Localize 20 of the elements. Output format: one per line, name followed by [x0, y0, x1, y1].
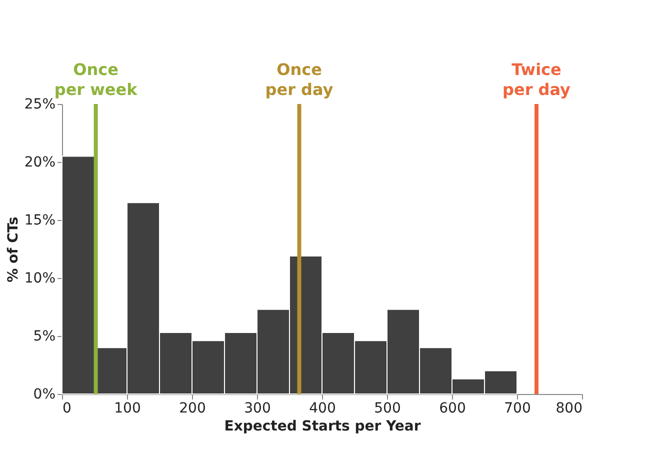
ref-line-label: Once per week — [54, 60, 138, 99]
ref-line-label: Twice per day — [502, 60, 572, 99]
ref-line-label: Once per day — [265, 60, 334, 99]
x-tick-label: 500 — [374, 400, 401, 416]
x-tick-label: 100 — [114, 400, 141, 416]
y-axis-title: % of CTs — [5, 216, 22, 282]
x-tick-label: 300 — [244, 400, 271, 416]
y-tick-label: 5% — [33, 328, 56, 344]
x-tick-label: 400 — [309, 400, 336, 416]
y-tick-label: 10% — [24, 270, 56, 286]
x-tick-label: 700 — [504, 400, 531, 416]
x-tick-label: 200 — [179, 400, 206, 416]
y-tick-label: 0% — [33, 386, 56, 402]
y-tick-label: 20% — [24, 154, 56, 170]
y-tick-label: 15% — [24, 212, 56, 228]
x-tick-label: 800 — [556, 400, 582, 416]
x-tick-label: 600 — [439, 400, 466, 416]
x-axis-title: Expected Starts per Year — [224, 418, 421, 434]
y-tick-label: 25% — [24, 96, 56, 112]
x-tick-label: 0 — [62, 400, 72, 416]
